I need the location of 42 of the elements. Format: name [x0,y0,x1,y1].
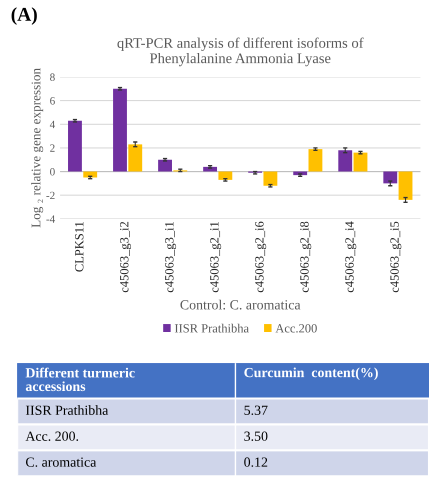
x-tick-label: c45063_g3_i1 [165,222,176,292]
text: 0.12 [244,457,268,467]
x-tick-label: c45063_g2_i8 [300,222,312,292]
x-tick-label: c45063_g2_i1 [210,222,222,292]
bar [113,88,127,172]
x-tick-label: c45063_g2_i6 [255,222,266,292]
bar [383,172,398,184]
text: Curcumin content(%) [244,367,378,380]
bar [158,160,172,172]
x-tick-label: CLPKS11 [75,222,84,272]
bar [338,150,352,172]
bar [263,172,278,186]
bar [128,144,142,172]
x-tick-label: c45063_g2_i5 [390,222,402,292]
bar [308,149,322,172]
y-axis-title: Log ₂ relative gene expression [31,68,44,228]
chart-title: qRT-PCR analysis of different isoforms of Phenylalanine Ammonia Lyase [117,38,364,66]
y-tick-label: 6 [50,97,55,105]
y-tick-label: -2 [46,192,55,200]
text: IISR Prathibha [26,405,108,415]
bar [83,172,98,178]
bar [203,166,218,172]
y-tick-label: 8 [50,73,55,81]
bar [398,172,412,200]
legend-label: Acc.200 [275,324,317,333]
x-tick-label: c45063_g2_i4 [345,221,356,292]
text: C. aromatica [26,457,96,467]
y-tick-label: 4 [50,120,56,128]
text: 3.50 [244,432,268,441]
y-tick-label: 0 [50,168,55,176]
x-axis-title: Control: C. aromatica [180,300,300,310]
legend-label: IISR Prathibha [174,324,249,333]
text: Acc. 200. [26,432,78,441]
text: (A) [12,7,37,25]
y-tick-label: 2 [50,144,55,152]
bar [218,172,232,180]
bar [354,152,368,172]
bar [68,120,82,172]
text: Different turmeric accessions [26,368,135,392]
text: 5.37 [244,406,268,416]
x-tick-label: c45063_g3_i2 [120,222,132,292]
y-tick-label: -4 [46,215,56,223]
